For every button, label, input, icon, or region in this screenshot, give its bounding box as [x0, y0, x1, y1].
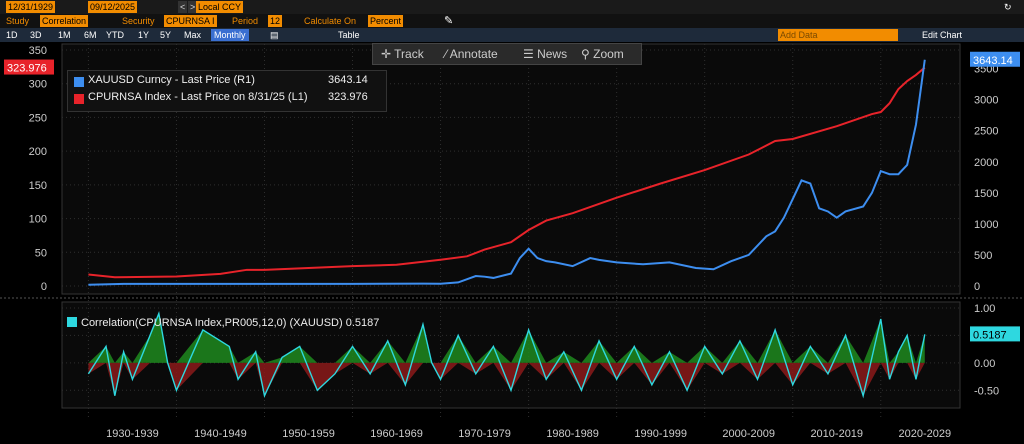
gold-series-value: 3643.14 — [328, 74, 368, 86]
frequency-select[interactable]: Monthly — [211, 29, 249, 41]
x-tick-label: 2010-2019 — [810, 428, 863, 440]
left-tick-label: 200 — [29, 146, 47, 158]
gold-series-name: XAUUSD Curncy - Last Price (R1) — [88, 74, 255, 86]
right-tick-label: 3000 — [974, 95, 998, 107]
corr-tick-label: 1.00 — [974, 303, 995, 315]
add-data-input[interactable]: Add Data — [778, 29, 898, 41]
correlation-series-value: 0.5187 — [345, 317, 380, 329]
x-tick-label: 1980-1989 — [546, 428, 599, 440]
x-tick-label: 1960-1969 — [370, 428, 423, 440]
right-tick-label: 1000 — [974, 219, 998, 231]
right-tick-label: 500 — [974, 250, 992, 262]
right-tick-label: 0 — [974, 281, 980, 293]
table-button[interactable]: Table — [338, 30, 360, 40]
left-tick-label: 0 — [41, 281, 47, 293]
refresh-icon[interactable]: ↻ — [1004, 2, 1012, 12]
correlation-legend: Correlation(CPURNSA Index,PR005,12,0) (X… — [67, 317, 379, 329]
left-tick-label: 150 — [29, 180, 47, 192]
left-tick-label: 300 — [29, 79, 47, 91]
top-toolbar — [0, 0, 1024, 14]
chart-type-icon[interactable]: ▤ — [270, 30, 279, 40]
x-tick-label: 2000-2009 — [722, 428, 775, 440]
cpi-last-value-tag-bg — [4, 59, 54, 75]
chart-legend: XAUUSD Curncy - Last Price (R1) 3643.14 … — [67, 70, 387, 112]
chart-interaction-toolbar: ✛ Track ⁄ Annotate ☰ News ⚲ Zoom — [372, 43, 642, 65]
pen-icon: ⁄ — [445, 47, 450, 61]
edit-chart-button[interactable]: Edit Chart — [922, 30, 963, 40]
corr-tick-label: -0.50 — [974, 385, 999, 397]
range-button-max[interactable]: Max — [184, 30, 202, 40]
correlation-positive-area — [88, 313, 925, 363]
range-toolbar — [0, 28, 1024, 42]
zoom-button[interactable]: ⚲ Zoom — [581, 47, 624, 61]
cpi-swatch — [74, 94, 84, 104]
security-label: Security — [122, 16, 155, 26]
right-tick-label: 1500 — [974, 188, 998, 200]
annotate-button[interactable]: ⁄ Annotate — [445, 47, 498, 61]
range-button-ytd[interactable]: YTD — [106, 30, 124, 40]
security-field[interactable]: CPURNSA I — [164, 15, 217, 27]
news-button[interactable]: ☰ News — [523, 47, 567, 61]
cpi-line — [88, 66, 926, 279]
annotate-label: Annotate — [449, 47, 498, 61]
corr-tick-label: 0.00 — [974, 358, 995, 370]
gold-last-value-tag: 3643.14 — [973, 55, 1013, 67]
calc-on-label: Calculate On — [304, 16, 357, 26]
gold-line — [88, 59, 926, 286]
magnifier-icon: ⚲ — [581, 47, 594, 61]
left-tick-label: 100 — [29, 214, 47, 226]
zoom-label: Zoom — [593, 47, 624, 61]
study-select[interactable]: Correlation — [40, 15, 89, 27]
prev-arrow-icon[interactable]: < — [178, 1, 188, 13]
period-label: Period — [232, 16, 259, 26]
gold-swatch — [74, 77, 84, 87]
crosshair-icon: ✛ — [381, 47, 395, 61]
x-tick-label: 1950-1959 — [282, 428, 335, 440]
x-tick-label: 1930-1939 — [106, 428, 159, 440]
calc-on-select[interactable]: Percent — [368, 15, 404, 27]
correlation-swatch — [67, 317, 77, 327]
correlation-series-name: Correlation(CPURNSA Index,PR005,12,0) (X… — [81, 317, 343, 329]
range-button-1d[interactable]: 1D — [6, 30, 18, 40]
track-label: Track — [394, 47, 424, 61]
news-icon: ☰ — [523, 47, 538, 61]
period-field[interactable]: 12 — [268, 15, 283, 27]
study-toolbar — [0, 14, 1024, 28]
currency-select[interactable]: Local CCY — [196, 1, 244, 13]
start-date-field[interactable]: 12/31/1929 — [6, 1, 56, 13]
range-button-5y[interactable]: 5Y — [160, 30, 172, 40]
correlation-last-value-tag: 0.5187 — [973, 329, 1007, 341]
range-button-1m[interactable]: 1M — [58, 30, 71, 40]
study-label: Study — [6, 16, 30, 26]
correlation-line — [87, 310, 926, 399]
cpi-last-value-tag: 323.976 — [7, 63, 47, 75]
gold-last-value-tag-bg — [970, 51, 1020, 67]
left-tick-label: 350 — [29, 45, 47, 57]
range-button-1y[interactable]: 1Y — [138, 30, 150, 40]
x-tick-label: 2020-2029 — [898, 428, 951, 440]
track-button[interactable]: ✛ Track — [381, 47, 424, 61]
left-tick-label: 250 — [29, 112, 47, 124]
correlation-last-value-tag-bg — [970, 326, 1020, 342]
pencil-icon[interactable]: ✎ — [444, 15, 454, 27]
right-tick-label: 2000 — [974, 157, 998, 169]
next-arrow-icon[interactable]: > — [188, 1, 198, 13]
cpi-series-value: 323.976 — [328, 91, 368, 103]
range-button-3d[interactable]: 3D — [30, 30, 42, 40]
end-date-field[interactable]: 09/12/2025 — [88, 1, 138, 13]
x-tick-label: 1940-1949 — [194, 428, 247, 440]
x-tick-label: 1990-1999 — [634, 428, 687, 440]
range-button-6m[interactable]: 6M — [84, 30, 97, 40]
x-tick-label: 1970-1979 — [458, 428, 511, 440]
news-label: News — [537, 47, 568, 61]
cpi-series-name: CPURNSA Index - Last Price on 8/31/25 (L… — [88, 91, 308, 103]
left-tick-label: 50 — [35, 247, 47, 259]
right-tick-label: 2500 — [974, 126, 998, 138]
